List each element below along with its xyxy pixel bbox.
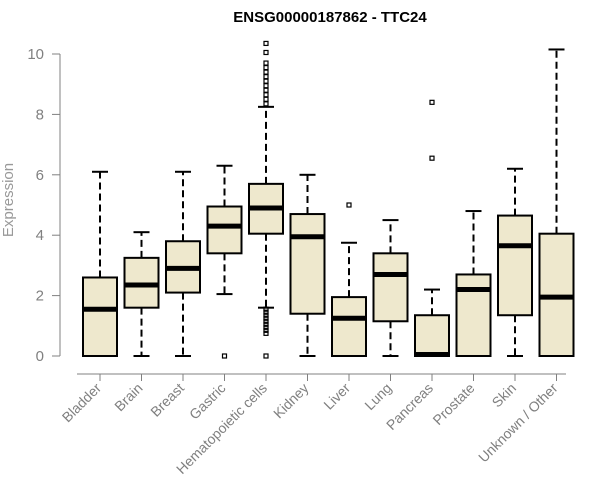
- x-tick-label: Liver: [320, 380, 353, 413]
- outlier-point: [263, 74, 269, 80]
- outlier-point: [263, 78, 269, 84]
- boxes: [82, 40, 575, 359]
- outlier-point: [263, 306, 269, 312]
- outlier-point: [263, 49, 269, 56]
- y-tick-label: 6: [36, 167, 44, 184]
- outlier-point: [263, 327, 269, 333]
- outlier-point: [263, 60, 269, 66]
- x-tick-label: Bladder: [59, 380, 105, 426]
- x-tick-label: Kidney: [270, 380, 312, 422]
- box-iqr: [289, 213, 326, 315]
- y-tick-label: 10: [27, 46, 44, 63]
- outlier-point: [263, 353, 269, 359]
- outlier-point: [263, 312, 269, 318]
- outlier-point: [263, 324, 269, 330]
- outlier-point: [263, 315, 269, 321]
- y-tick-label: 2: [36, 288, 44, 305]
- outlier-point: [263, 96, 269, 102]
- outlier-point: [263, 321, 269, 327]
- box-iqr: [497, 214, 533, 317]
- box-iqr: [414, 314, 450, 358]
- outlier-point: [263, 40, 269, 47]
- outlier-point: [429, 155, 435, 161]
- outlier-point: [263, 318, 269, 324]
- outlier-point: [263, 92, 269, 98]
- outlier-point: [221, 353, 228, 359]
- box-iqr: [372, 252, 409, 323]
- y-tick-label: 4: [36, 227, 44, 244]
- outlier-point: [263, 309, 269, 315]
- x-tick-label: Skin: [489, 380, 520, 411]
- outlier-point: [263, 330, 269, 336]
- box-iqr: [206, 205, 243, 255]
- y-ticks: 0 2 4 6 8 10: [27, 46, 60, 365]
- outlier-point: [263, 69, 269, 75]
- x-tick-label: Lung: [361, 380, 394, 413]
- outlier-point: [263, 101, 269, 107]
- outlier-point: [263, 87, 269, 93]
- outlier-point: [263, 64, 269, 71]
- y-tick-label: 8: [36, 106, 44, 123]
- chart-title: ENSG00000187862 - TTC24: [233, 9, 427, 26]
- x-tick-label: Brain: [111, 380, 145, 414]
- box-iqr: [82, 276, 118, 358]
- outlier-point: [346, 202, 352, 208]
- y-axis-label: Expression: [0, 163, 17, 237]
- x-tick-label: Unknown / Other: [475, 380, 561, 466]
- outlier-point: [263, 83, 269, 89]
- outlier-point: [429, 99, 435, 105]
- box-iqr: [455, 273, 492, 357]
- x-tick-label: Breast: [147, 380, 187, 420]
- box-iqr: [331, 296, 367, 357]
- y-tick-label: 0: [36, 348, 44, 365]
- x-tick-label: Prostate: [429, 380, 477, 428]
